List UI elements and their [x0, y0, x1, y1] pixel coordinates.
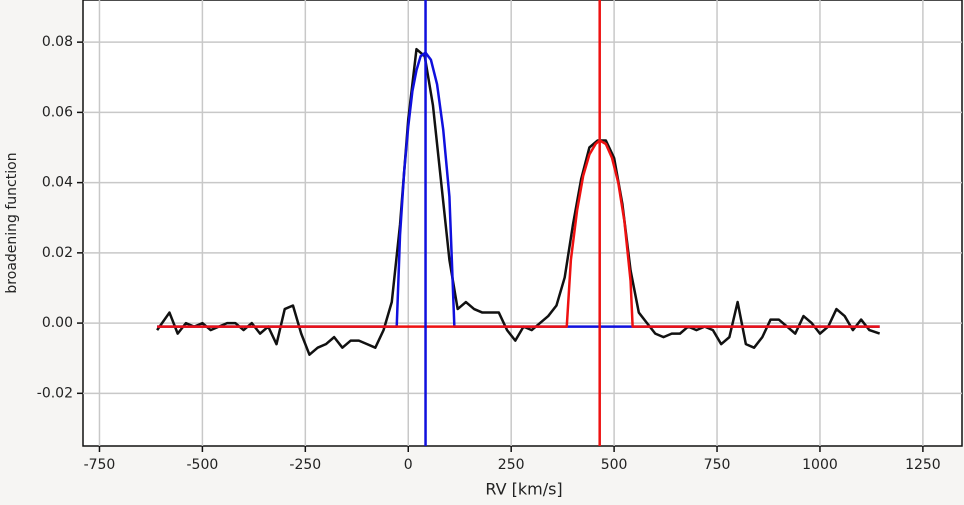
x-tick-label: 1000 — [802, 457, 838, 473]
y-tick-label: -0.02 — [37, 385, 73, 401]
y-tick-label: 0.08 — [42, 34, 73, 50]
x-tick-label: 750 — [704, 457, 731, 473]
x-tick-label: -750 — [84, 457, 116, 473]
x-tick-label: 250 — [498, 457, 525, 473]
x-tick-label: 0 — [404, 457, 413, 473]
x-tick-label: -500 — [187, 457, 219, 473]
x-tick-label: -250 — [289, 457, 321, 473]
x-tick-label: 500 — [601, 457, 628, 473]
y-tick-label: 0.06 — [42, 104, 73, 120]
y-axis-label: broadening function — [4, 152, 20, 293]
y-tick-label: 0.02 — [42, 245, 73, 261]
series-line — [157, 51, 880, 328]
plot-area — [82, 0, 963, 447]
x-axis-label: RV [km/s] — [485, 480, 562, 499]
y-tick-label: 0.00 — [42, 315, 73, 331]
x-tick-label: 1250 — [905, 457, 941, 473]
y-tick-label: 0.04 — [42, 175, 73, 191]
